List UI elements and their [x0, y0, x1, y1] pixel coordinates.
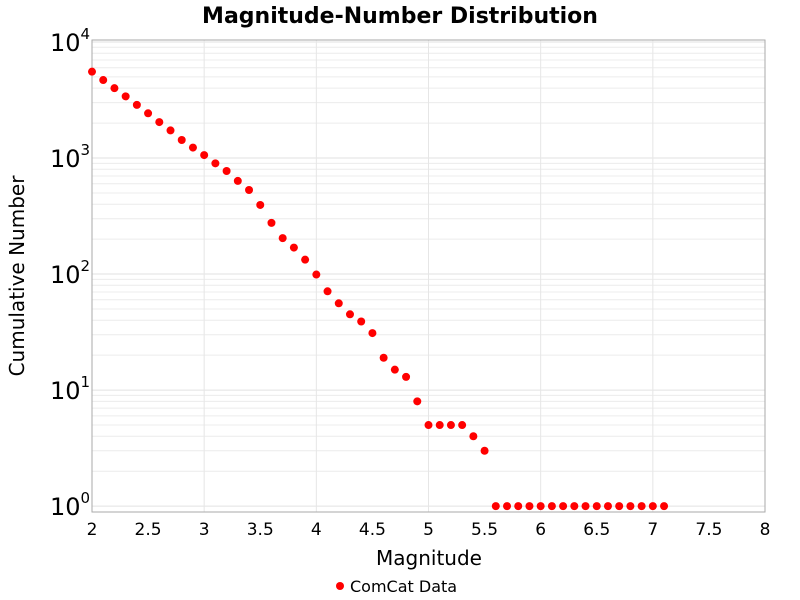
- legend-label: ComCat Data: [350, 577, 457, 596]
- x-tick-label: 6.5: [583, 520, 610, 540]
- data-point: [301, 255, 310, 264]
- y-tick-label: 102: [50, 257, 90, 289]
- x-tick-label: 7.5: [695, 520, 722, 540]
- data-point: [166, 126, 175, 135]
- data-point: [469, 432, 478, 441]
- data-point: [435, 421, 444, 430]
- data-point: [222, 166, 231, 175]
- data-point: [99, 76, 108, 85]
- data-point: [626, 502, 635, 511]
- data-point: [603, 502, 612, 511]
- data-point: [648, 502, 657, 511]
- data-point: [312, 270, 321, 279]
- legend: ComCat Data: [336, 577, 457, 596]
- data-point: [446, 421, 455, 430]
- grid: [92, 40, 765, 512]
- x-tick-label: 5.5: [471, 520, 498, 540]
- data-point: [256, 200, 265, 209]
- data-point: [402, 372, 411, 381]
- x-axis-label: Magnitude: [376, 546, 482, 570]
- data-point: [592, 502, 601, 511]
- data-point: [278, 234, 287, 243]
- data-point: [514, 502, 523, 511]
- x-tick-label: 3: [199, 520, 210, 540]
- x-tick-label: 2.5: [135, 520, 162, 540]
- data-point: [458, 421, 467, 430]
- data-point: [144, 109, 153, 118]
- data-point: [200, 151, 209, 160]
- data-point: [525, 502, 534, 511]
- data-point: [480, 446, 489, 455]
- data-point: [413, 397, 422, 406]
- data-point: [289, 243, 298, 252]
- data-point: [637, 502, 646, 511]
- x-tick-label: 8: [760, 520, 771, 540]
- data-point: [390, 365, 399, 374]
- data-point: [615, 502, 624, 511]
- data-point: [245, 186, 254, 195]
- data-point: [132, 100, 141, 109]
- x-tick-label: 7: [647, 520, 658, 540]
- data-point: [345, 310, 354, 319]
- data-point: [188, 143, 197, 152]
- data-point: [323, 287, 332, 296]
- data-point: [536, 502, 545, 511]
- y-tick-label: 101: [50, 373, 90, 405]
- y-tick-label: 104: [50, 25, 90, 57]
- data-point: [368, 329, 377, 338]
- data-point: [379, 353, 388, 362]
- data-point: [267, 218, 276, 227]
- x-tick-label: 6: [535, 520, 546, 540]
- data-point: [177, 135, 186, 144]
- plot-area-border: [91, 39, 766, 513]
- data-point: [660, 502, 669, 511]
- data-point: [155, 118, 164, 127]
- data-point: [88, 67, 96, 76]
- data-point: [110, 84, 119, 93]
- x-tick-label: 4: [311, 520, 322, 540]
- y-tick-label: 103: [50, 141, 90, 173]
- data-point: [334, 299, 343, 308]
- x-tick-label: 3.5: [247, 520, 274, 540]
- x-axis: 2 2.5 3 3.5 4 4.5 5 5.5 6 6.5 7 7.5 8: [87, 520, 771, 540]
- x-tick-label: 2: [87, 520, 98, 540]
- data-point: [491, 502, 500, 511]
- data-point: [211, 159, 220, 168]
- series-comcat-data: [88, 67, 669, 511]
- data-point: [503, 502, 512, 511]
- x-tick-label: 4.5: [359, 520, 386, 540]
- y-axis: 100 101 102 103 104: [50, 25, 90, 521]
- legend-marker: [336, 582, 344, 590]
- y-axis-label: Cumulative Number: [5, 175, 29, 377]
- data-point: [121, 92, 130, 101]
- x-tick-label: 5: [423, 520, 434, 540]
- data-point: [581, 502, 590, 511]
- data-point: [570, 502, 579, 511]
- y-tick-label: 100: [50, 489, 90, 521]
- data-point: [559, 502, 568, 511]
- data-point: [424, 421, 433, 430]
- data-point: [233, 176, 242, 185]
- data-point: [357, 317, 366, 326]
- data-point: [547, 502, 556, 511]
- chart-title: Magnitude-Number Distribution: [202, 4, 598, 29]
